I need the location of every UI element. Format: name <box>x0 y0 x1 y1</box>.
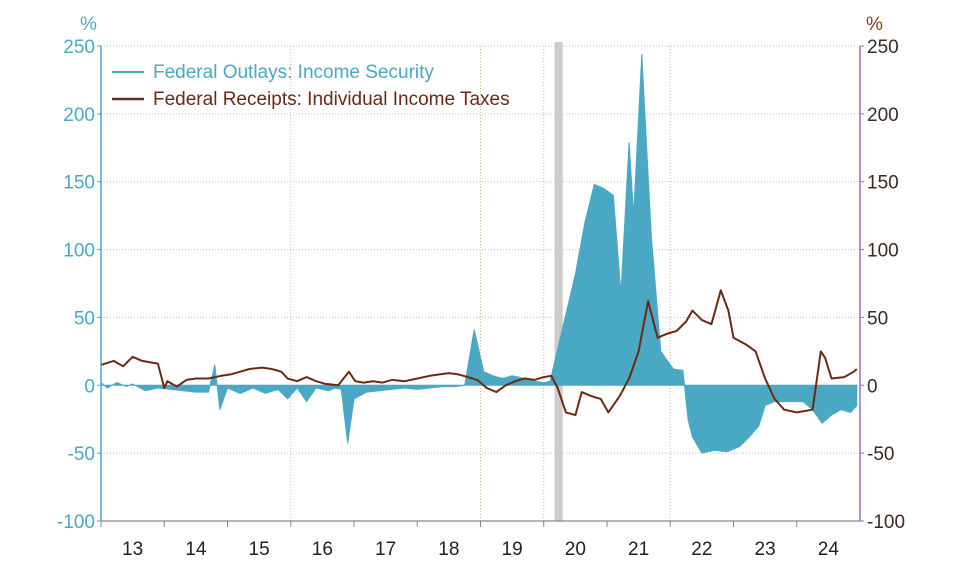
right-tick-label: 200 <box>867 105 899 126</box>
right-tick-label: -50 <box>867 444 894 465</box>
x-tick-label: 22 <box>691 539 712 560</box>
outlays-area <box>100 54 858 454</box>
right-tick-label: 0 <box>867 376 878 397</box>
left-tick-label: 100 <box>63 241 95 262</box>
x-tick-label: 15 <box>249 539 270 560</box>
left-tick-label: 150 <box>63 173 95 194</box>
right-tick-label: 150 <box>867 173 899 194</box>
legend: Federal Outlays: Income Security Federal… <box>112 62 510 110</box>
x-tick-label: 23 <box>755 539 776 560</box>
x-tick-label: 16 <box>312 539 333 560</box>
left-axis-unit: % <box>80 14 97 35</box>
x-tick-label: 14 <box>185 539 207 560</box>
grid <box>101 45 860 521</box>
legend-label-outlays: Federal Outlays: Income Security <box>153 62 434 83</box>
right-tick-label: 250 <box>867 37 899 58</box>
outlays-area-layer <box>100 54 858 454</box>
x-tick-label: 20 <box>565 539 586 560</box>
left-tick-label: 50 <box>74 308 95 329</box>
right-tick-label: 100 <box>867 241 899 262</box>
left-tick-label: 0 <box>84 376 95 397</box>
left-tick-label: 250 <box>63 37 95 58</box>
left-tick-label: -100 <box>57 512 95 533</box>
legend-label-receipts: Federal Receipts: Individual Income Taxe… <box>153 89 510 110</box>
x-tick-label: 13 <box>122 539 143 560</box>
x-tick-label: 24 <box>818 539 840 560</box>
receipts-line-layer <box>100 289 858 417</box>
x-tick-label: 17 <box>375 539 396 560</box>
x-tick-label: 21 <box>628 539 649 560</box>
right-axis-unit: % <box>866 14 883 35</box>
shaded-period <box>554 42 563 521</box>
axes <box>97 45 864 527</box>
shaded-period-layer <box>554 42 563 521</box>
left-tick-label: 200 <box>63 105 95 126</box>
x-tick-label: 18 <box>438 539 459 560</box>
right-tick-label: -100 <box>867 512 905 533</box>
right-tick-label: 50 <box>867 308 888 329</box>
left-tick-label: -50 <box>68 444 95 465</box>
tick-labels: 250 250 200 200 150 150 100 100 50 50 0 0 -50 -50 -100… <box>57 37 905 560</box>
receipts-line <box>100 289 858 417</box>
x-tick-label: 19 <box>502 539 523 560</box>
